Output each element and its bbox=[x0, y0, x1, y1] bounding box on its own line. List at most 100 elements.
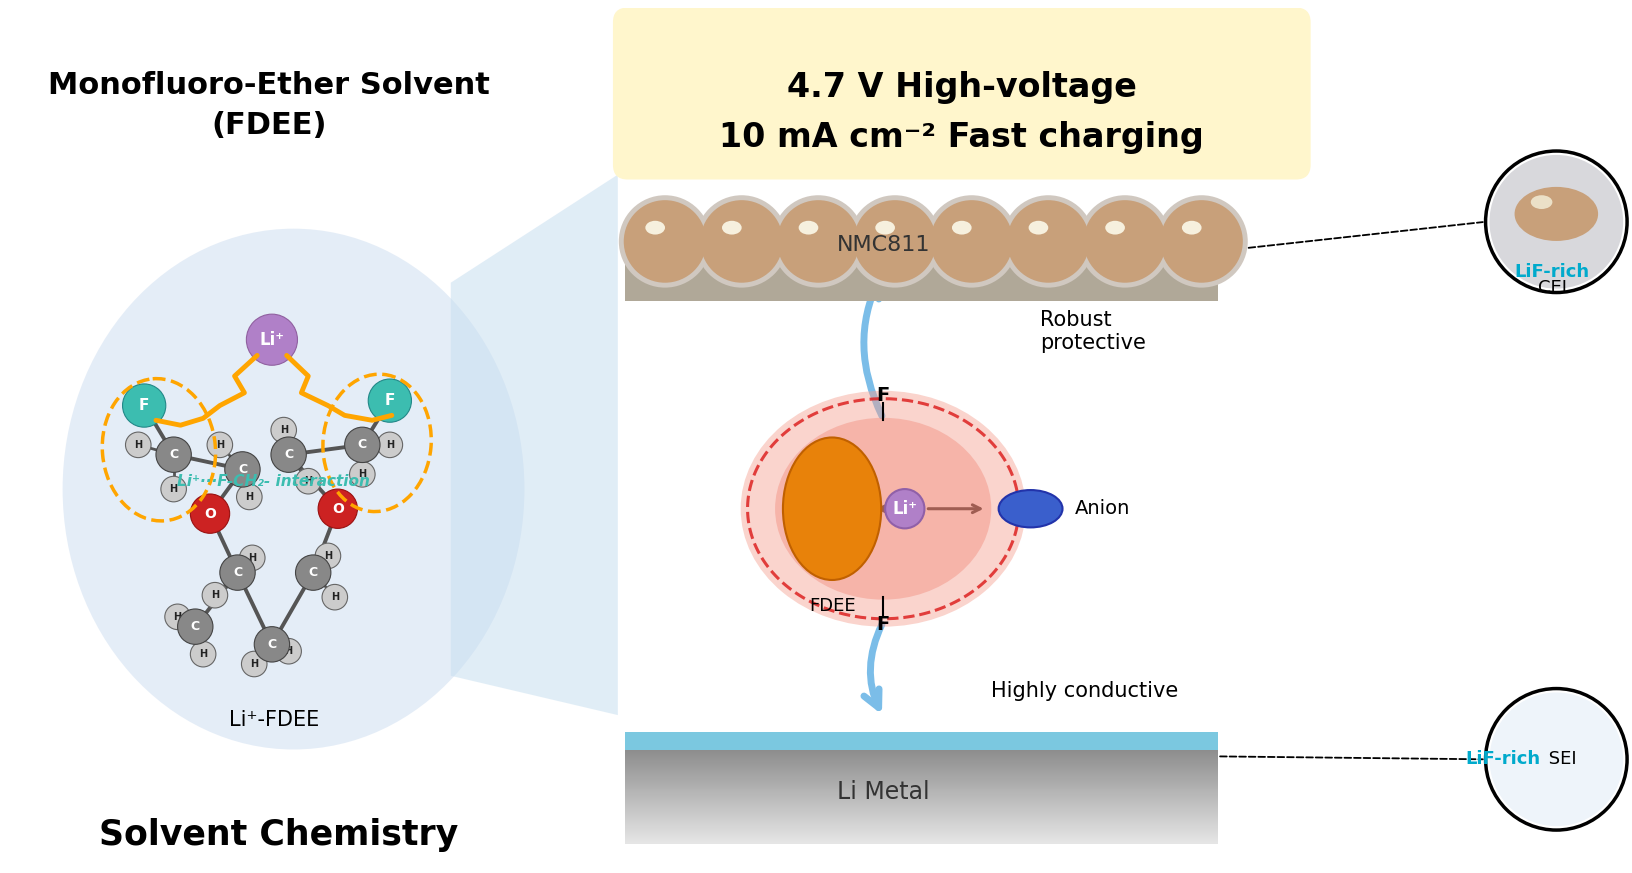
Text: Li⁺: Li⁺ bbox=[259, 331, 284, 348]
Text: Monofluoro-Ether Solvent: Monofluoro-Ether Solvent bbox=[47, 72, 490, 100]
FancyBboxPatch shape bbox=[625, 755, 1217, 757]
Text: C: C bbox=[191, 620, 199, 633]
Text: F: F bbox=[876, 615, 889, 634]
FancyBboxPatch shape bbox=[625, 750, 1217, 753]
Ellipse shape bbox=[775, 418, 991, 600]
Circle shape bbox=[925, 196, 1018, 287]
FancyBboxPatch shape bbox=[625, 842, 1217, 843]
Text: Li⁺-FDEE: Li⁺-FDEE bbox=[228, 711, 318, 730]
FancyBboxPatch shape bbox=[625, 756, 1217, 758]
Circle shape bbox=[1485, 151, 1627, 292]
FancyBboxPatch shape bbox=[625, 836, 1217, 839]
Text: O: O bbox=[204, 506, 215, 520]
Ellipse shape bbox=[875, 221, 894, 235]
Circle shape bbox=[191, 494, 230, 533]
Circle shape bbox=[220, 555, 255, 590]
Text: C: C bbox=[284, 448, 294, 461]
Circle shape bbox=[237, 485, 263, 510]
Circle shape bbox=[318, 489, 357, 528]
FancyBboxPatch shape bbox=[625, 793, 1217, 794]
Ellipse shape bbox=[741, 391, 1025, 627]
FancyBboxPatch shape bbox=[625, 794, 1217, 795]
FancyBboxPatch shape bbox=[625, 826, 1217, 828]
Text: C: C bbox=[170, 448, 178, 461]
Text: LiF-rich: LiF-rich bbox=[1466, 750, 1541, 768]
FancyBboxPatch shape bbox=[625, 835, 1217, 838]
Text: Li⁺···F-CH₂- interaction: Li⁺···F-CH₂- interaction bbox=[178, 474, 370, 490]
FancyBboxPatch shape bbox=[625, 773, 1217, 776]
Ellipse shape bbox=[1514, 187, 1598, 241]
FancyBboxPatch shape bbox=[625, 806, 1217, 808]
Text: H: H bbox=[215, 440, 224, 450]
Circle shape bbox=[271, 437, 307, 472]
FancyBboxPatch shape bbox=[625, 798, 1217, 801]
FancyBboxPatch shape bbox=[625, 816, 1217, 818]
Circle shape bbox=[178, 609, 212, 644]
Text: C: C bbox=[238, 463, 246, 476]
Text: H: H bbox=[323, 551, 331, 560]
FancyBboxPatch shape bbox=[625, 824, 1217, 826]
FancyBboxPatch shape bbox=[625, 797, 1217, 800]
Circle shape bbox=[1485, 689, 1627, 830]
Text: C: C bbox=[268, 638, 276, 651]
Circle shape bbox=[772, 196, 865, 287]
Text: H: H bbox=[250, 659, 258, 669]
FancyBboxPatch shape bbox=[625, 749, 1217, 752]
FancyBboxPatch shape bbox=[625, 805, 1217, 808]
FancyBboxPatch shape bbox=[625, 781, 1217, 784]
Ellipse shape bbox=[1182, 221, 1201, 235]
Circle shape bbox=[700, 200, 783, 283]
Text: O: O bbox=[331, 502, 344, 516]
Text: H: H bbox=[211, 590, 219, 601]
Circle shape bbox=[255, 627, 289, 662]
Circle shape bbox=[162, 477, 186, 502]
Text: Solvent Chemistry: Solvent Chemistry bbox=[100, 818, 459, 852]
Circle shape bbox=[623, 200, 707, 283]
Text: 4.7 V High-voltage: 4.7 V High-voltage bbox=[787, 72, 1138, 105]
Text: F: F bbox=[876, 386, 889, 405]
FancyBboxPatch shape bbox=[625, 818, 1217, 820]
FancyBboxPatch shape bbox=[625, 777, 1217, 779]
Text: Li⁺: Li⁺ bbox=[893, 499, 917, 518]
Ellipse shape bbox=[1105, 221, 1124, 235]
FancyBboxPatch shape bbox=[625, 800, 1217, 801]
FancyBboxPatch shape bbox=[625, 763, 1217, 765]
Circle shape bbox=[165, 604, 191, 629]
FancyBboxPatch shape bbox=[625, 766, 1217, 768]
Circle shape bbox=[1155, 196, 1248, 287]
FancyBboxPatch shape bbox=[625, 832, 1217, 834]
Text: Robust
protective: Robust protective bbox=[1041, 310, 1146, 354]
FancyBboxPatch shape bbox=[625, 762, 1217, 764]
FancyBboxPatch shape bbox=[625, 834, 1217, 835]
Ellipse shape bbox=[951, 221, 971, 235]
Ellipse shape bbox=[645, 221, 664, 235]
Text: FDEE: FDEE bbox=[809, 597, 855, 615]
Ellipse shape bbox=[721, 221, 741, 235]
FancyBboxPatch shape bbox=[625, 819, 1217, 821]
FancyBboxPatch shape bbox=[625, 784, 1217, 786]
FancyBboxPatch shape bbox=[625, 804, 1217, 807]
Ellipse shape bbox=[798, 221, 818, 235]
FancyBboxPatch shape bbox=[625, 810, 1217, 812]
Ellipse shape bbox=[1028, 221, 1048, 235]
FancyBboxPatch shape bbox=[625, 788, 1217, 791]
FancyBboxPatch shape bbox=[625, 766, 1217, 769]
FancyBboxPatch shape bbox=[625, 785, 1217, 787]
FancyBboxPatch shape bbox=[625, 764, 1217, 766]
Text: 10 mA cm⁻² Fast charging: 10 mA cm⁻² Fast charging bbox=[720, 120, 1204, 154]
FancyBboxPatch shape bbox=[625, 765, 1217, 767]
Text: F: F bbox=[139, 398, 150, 413]
Circle shape bbox=[344, 427, 380, 463]
FancyBboxPatch shape bbox=[625, 838, 1217, 840]
FancyBboxPatch shape bbox=[625, 808, 1217, 809]
Ellipse shape bbox=[1531, 196, 1552, 209]
FancyBboxPatch shape bbox=[625, 770, 1217, 772]
FancyBboxPatch shape bbox=[625, 841, 1217, 842]
Text: C: C bbox=[233, 566, 242, 579]
Circle shape bbox=[854, 200, 937, 283]
FancyBboxPatch shape bbox=[625, 786, 1217, 787]
FancyBboxPatch shape bbox=[625, 789, 1217, 792]
Circle shape bbox=[246, 314, 297, 365]
Circle shape bbox=[1007, 200, 1090, 283]
FancyBboxPatch shape bbox=[614, 8, 1310, 180]
